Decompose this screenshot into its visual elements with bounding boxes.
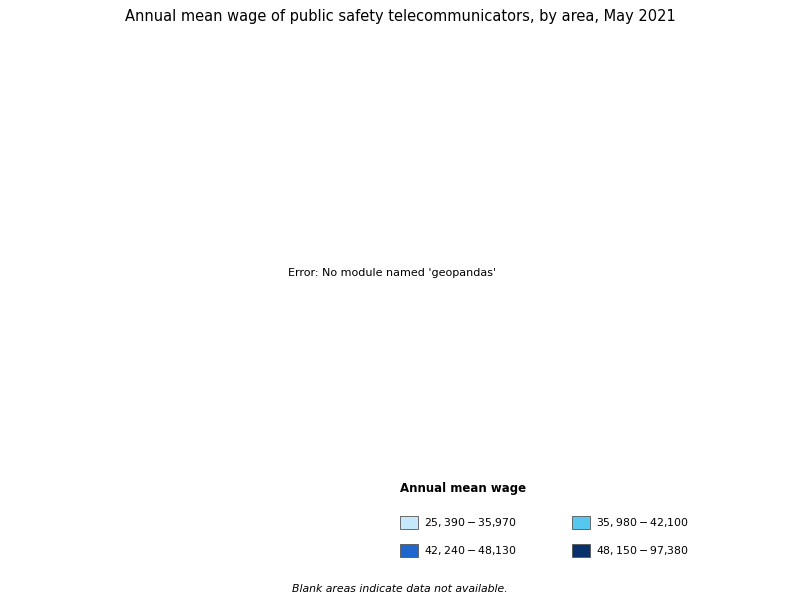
Text: Error: No module named 'geopandas': Error: No module named 'geopandas' <box>288 268 496 278</box>
Text: Blank areas indicate data not available.: Blank areas indicate data not available. <box>292 584 508 594</box>
Text: $35,980 - $42,100: $35,980 - $42,100 <box>596 516 689 529</box>
Text: $25,390 - $35,970: $25,390 - $35,970 <box>424 516 517 529</box>
Text: $48,150 - $97,380: $48,150 - $97,380 <box>596 544 689 557</box>
Text: Annual mean wage of public safety telecommunicators, by area, May 2021: Annual mean wage of public safety teleco… <box>125 9 675 24</box>
Text: Annual mean wage: Annual mean wage <box>400 482 526 495</box>
Text: $42,240 - $48,130: $42,240 - $48,130 <box>424 544 517 557</box>
